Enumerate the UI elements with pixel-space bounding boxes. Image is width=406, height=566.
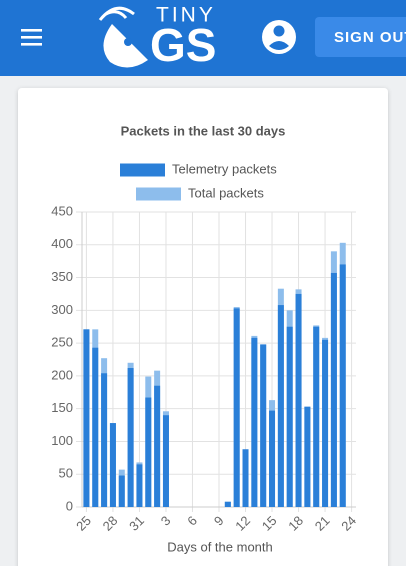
bar (92, 347, 99, 507)
bar (269, 410, 276, 507)
bar (339, 264, 346, 507)
bar (145, 397, 152, 507)
legend-label: Total packets (188, 185, 264, 200)
y-tick-label: 0 (66, 498, 73, 513)
bar (286, 326, 293, 507)
bar (101, 373, 108, 507)
bar (154, 385, 161, 507)
bar (330, 272, 337, 507)
y-tick-label: 400 (51, 236, 73, 251)
bar (260, 344, 267, 507)
menu-button[interactable] (21, 29, 42, 46)
chart: Packets in the last 30 days Days of the … (51, 123, 359, 554)
y-tick-label: 150 (51, 400, 73, 415)
bar (83, 329, 90, 507)
x-axis-label: Days of the month (167, 539, 273, 554)
bar (118, 475, 125, 507)
y-tick-label: 50 (59, 466, 73, 481)
bar (224, 501, 231, 507)
sign-out-button[interactable]: SIGN OUT (315, 17, 406, 57)
logo-top: TINY (156, 4, 216, 27)
logo-main: GS (150, 19, 216, 71)
chart-title: Packets in the last 30 days (121, 123, 286, 138)
bar (322, 339, 329, 507)
legend-swatch (136, 187, 181, 201)
logo[interactable]: TINY GS (98, 4, 216, 72)
bar (136, 464, 143, 507)
y-tick-label: 350 (51, 269, 73, 284)
bar (313, 326, 320, 507)
y-tick-label: 450 (51, 203, 73, 218)
bar (109, 423, 116, 507)
button-label: SIGN OUT (334, 29, 406, 46)
legend-label: Telemetry packets (172, 161, 277, 176)
legend-swatch (120, 163, 165, 177)
bar (295, 293, 302, 507)
y-tick-label: 200 (51, 367, 73, 382)
bar (242, 449, 249, 507)
y-tick-label: 250 (51, 335, 73, 350)
bar (127, 368, 134, 507)
logo-dish (103, 24, 148, 68)
y-tick-label: 100 (51, 433, 73, 448)
account-icon[interactable] (262, 20, 296, 54)
logo-wave (98, 6, 135, 21)
bar (233, 308, 240, 507)
bar (277, 305, 284, 507)
bar (162, 415, 169, 507)
logo-dish-dot (124, 38, 132, 46)
y-tick-label: 300 (51, 302, 73, 317)
bar (304, 406, 311, 507)
bar (251, 337, 258, 507)
